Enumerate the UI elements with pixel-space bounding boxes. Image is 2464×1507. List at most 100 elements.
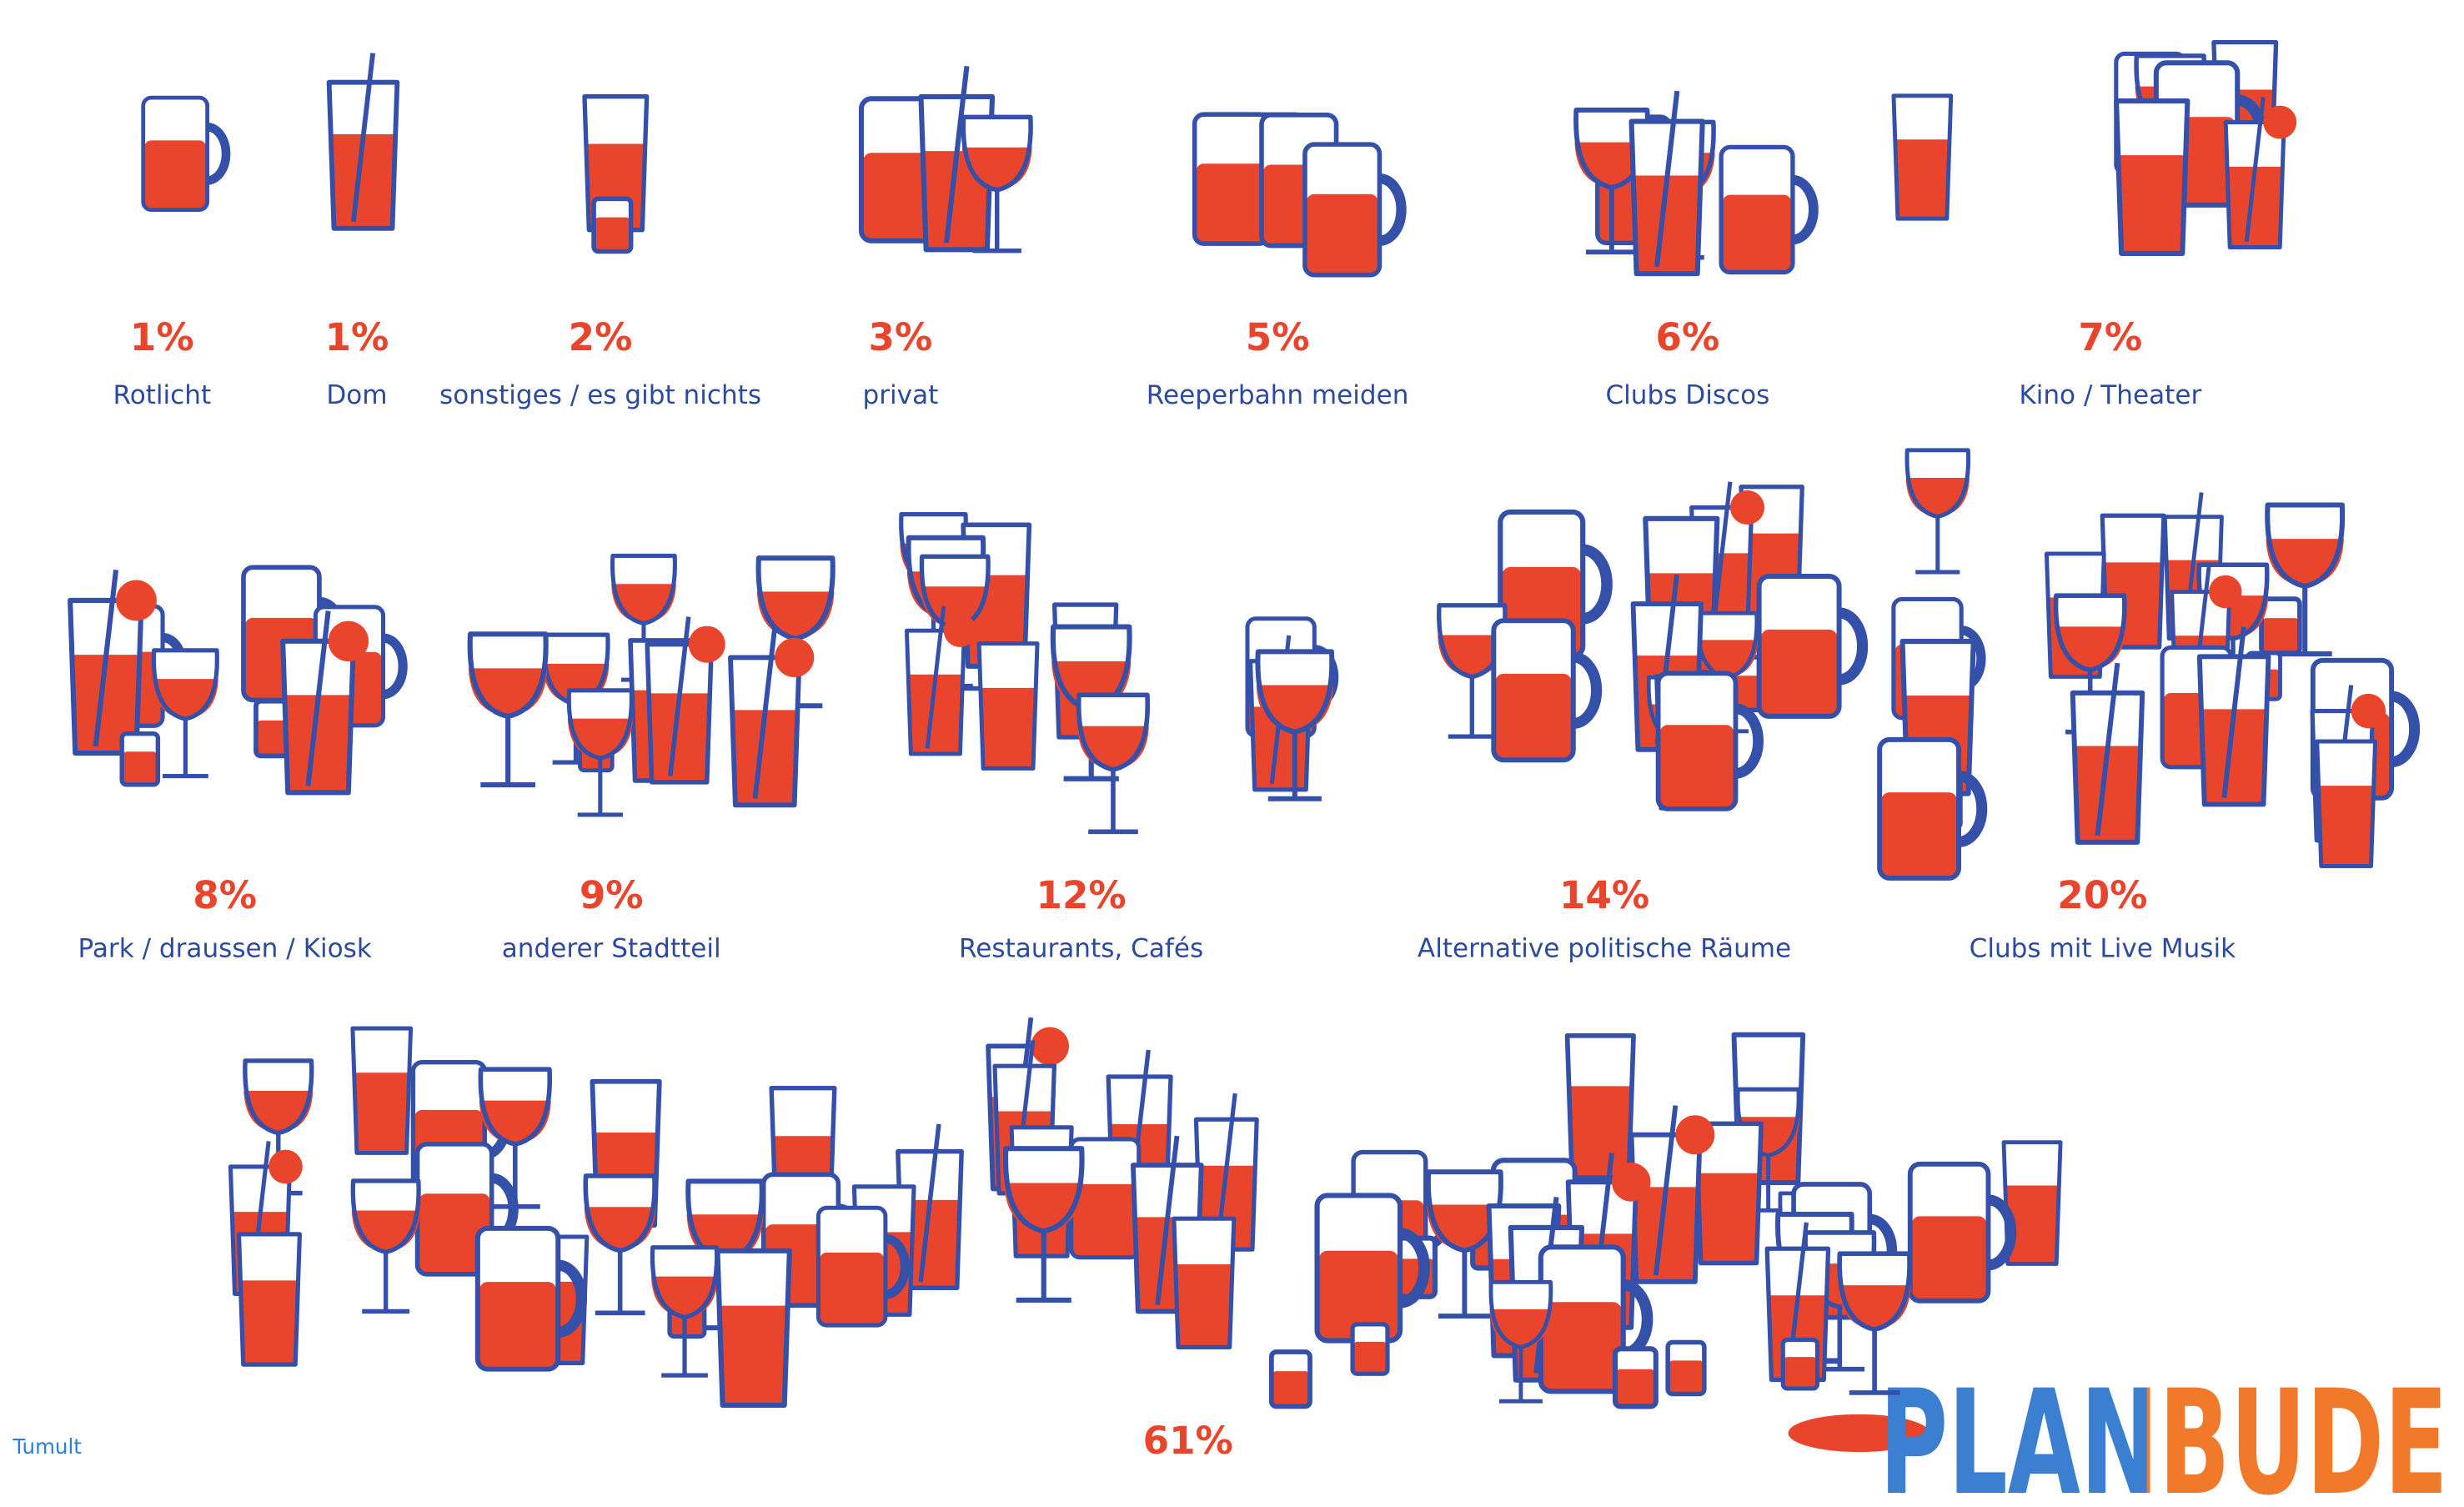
liquid: [1669, 1360, 1704, 1393]
glass-outline: [1891, 93, 1954, 221]
percent-label: 6%: [1656, 315, 1720, 359]
straw: [1155, 1135, 1180, 1305]
glass-cluster: [326, 53, 400, 231]
liquid: [1633, 1187, 1699, 1282]
glass: [1491, 618, 1603, 763]
liquid: [731, 710, 798, 806]
glass-cluster: [228, 1017, 2063, 1409]
percent-label: 12%: [1036, 873, 1126, 917]
glass-cluster: [1437, 481, 1869, 811]
glass: [1302, 142, 1407, 278]
liquid: [284, 695, 352, 793]
percent-label: 3%: [869, 315, 933, 359]
glass: [976, 641, 1040, 771]
glass: [1877, 736, 1988, 881]
straw: [305, 610, 331, 786]
liquid: [479, 1282, 557, 1368]
glass-cluster: [1877, 448, 2421, 881]
category-label: Dom: [326, 380, 387, 410]
glass: [815, 1205, 910, 1328]
liquid: [1542, 1302, 1622, 1390]
liquid: [1306, 193, 1378, 274]
glass: [1628, 90, 1705, 277]
glass-outline: [2196, 654, 2271, 807]
glass: [2223, 97, 2297, 250]
glass-outline: [1613, 1346, 1659, 1409]
glass: [1314, 1193, 1430, 1344]
glass-outline: [583, 1173, 657, 1316]
liquid: [1196, 163, 1267, 243]
liquid: [2318, 786, 2374, 867]
glass-outline: [1719, 144, 1795, 275]
straw: [93, 569, 119, 747]
garnish: [688, 625, 725, 663]
liquid: [2226, 166, 2283, 248]
glass: [1904, 448, 1971, 575]
category-label: Rotlicht: [113, 380, 212, 410]
glass: [2315, 739, 2378, 868]
liquid: [1894, 139, 1950, 219]
liquid: [980, 687, 1036, 769]
liquid: [595, 217, 630, 250]
glass-outline: [2114, 98, 2191, 256]
glass: [904, 605, 977, 756]
glass-cluster: [467, 553, 836, 817]
glass-outline: [1904, 448, 1971, 575]
glass-outline: [1780, 1337, 1820, 1391]
glass: [961, 114, 1033, 254]
glass: [1255, 649, 1335, 801]
straw: [925, 605, 946, 749]
glass-outline: [151, 648, 219, 779]
liquid: [820, 1252, 885, 1324]
glass-outline: [1425, 1169, 1503, 1319]
glass: [1756, 573, 1869, 719]
liquid: [1318, 1250, 1398, 1339]
glass-outline: [582, 93, 650, 233]
glass-outline: [350, 1026, 414, 1155]
garnish: [2263, 105, 2297, 139]
glass-cluster: [899, 511, 1339, 835]
glass: [1076, 692, 1151, 835]
glass: [1538, 1244, 1654, 1394]
liquid: [1633, 175, 1701, 274]
glass: [151, 648, 219, 779]
glass-outline: [1268, 1349, 1312, 1409]
percent-label: 7%: [2078, 315, 2142, 359]
category-label: privat: [863, 380, 939, 410]
glass-outline: [1488, 1279, 1553, 1404]
glass-outline: [2070, 690, 2145, 845]
glass-outline: [2315, 739, 2378, 868]
straw: [1654, 90, 1680, 268]
liquid: [1568, 1086, 1633, 1178]
glass: [1172, 1216, 1237, 1350]
liquid: [908, 674, 963, 754]
liquid: [1697, 1173, 1760, 1263]
liquid: [1617, 1369, 1654, 1405]
glass: [715, 1248, 792, 1409]
garnish: [943, 614, 977, 647]
liquid: [144, 140, 207, 209]
glass: [119, 731, 161, 787]
glass-outline: [1255, 649, 1335, 801]
glass: [1564, 1032, 1636, 1180]
category-label: sonstiges / es gibt nichts: [439, 380, 761, 410]
percent-label: 14%: [1559, 873, 1649, 917]
category-label: Restaurants, Cafés: [959, 934, 1203, 964]
glass: [350, 1178, 421, 1314]
glass: [236, 1232, 303, 1367]
glass: [583, 1173, 657, 1316]
glass-outline: [2265, 502, 2346, 657]
glass: [1837, 1251, 1912, 1395]
glass: [1268, 1349, 1312, 1409]
glass-outline: [1655, 671, 1739, 811]
glass-outline: [815, 1205, 888, 1328]
liquid: [1659, 725, 1734, 807]
glass: [474, 1225, 588, 1372]
liquid: [123, 751, 157, 784]
percent-label: 9%: [580, 873, 644, 917]
glass-outline: [1172, 1216, 1237, 1350]
garnish: [775, 637, 815, 678]
liquid: [2074, 746, 2141, 842]
